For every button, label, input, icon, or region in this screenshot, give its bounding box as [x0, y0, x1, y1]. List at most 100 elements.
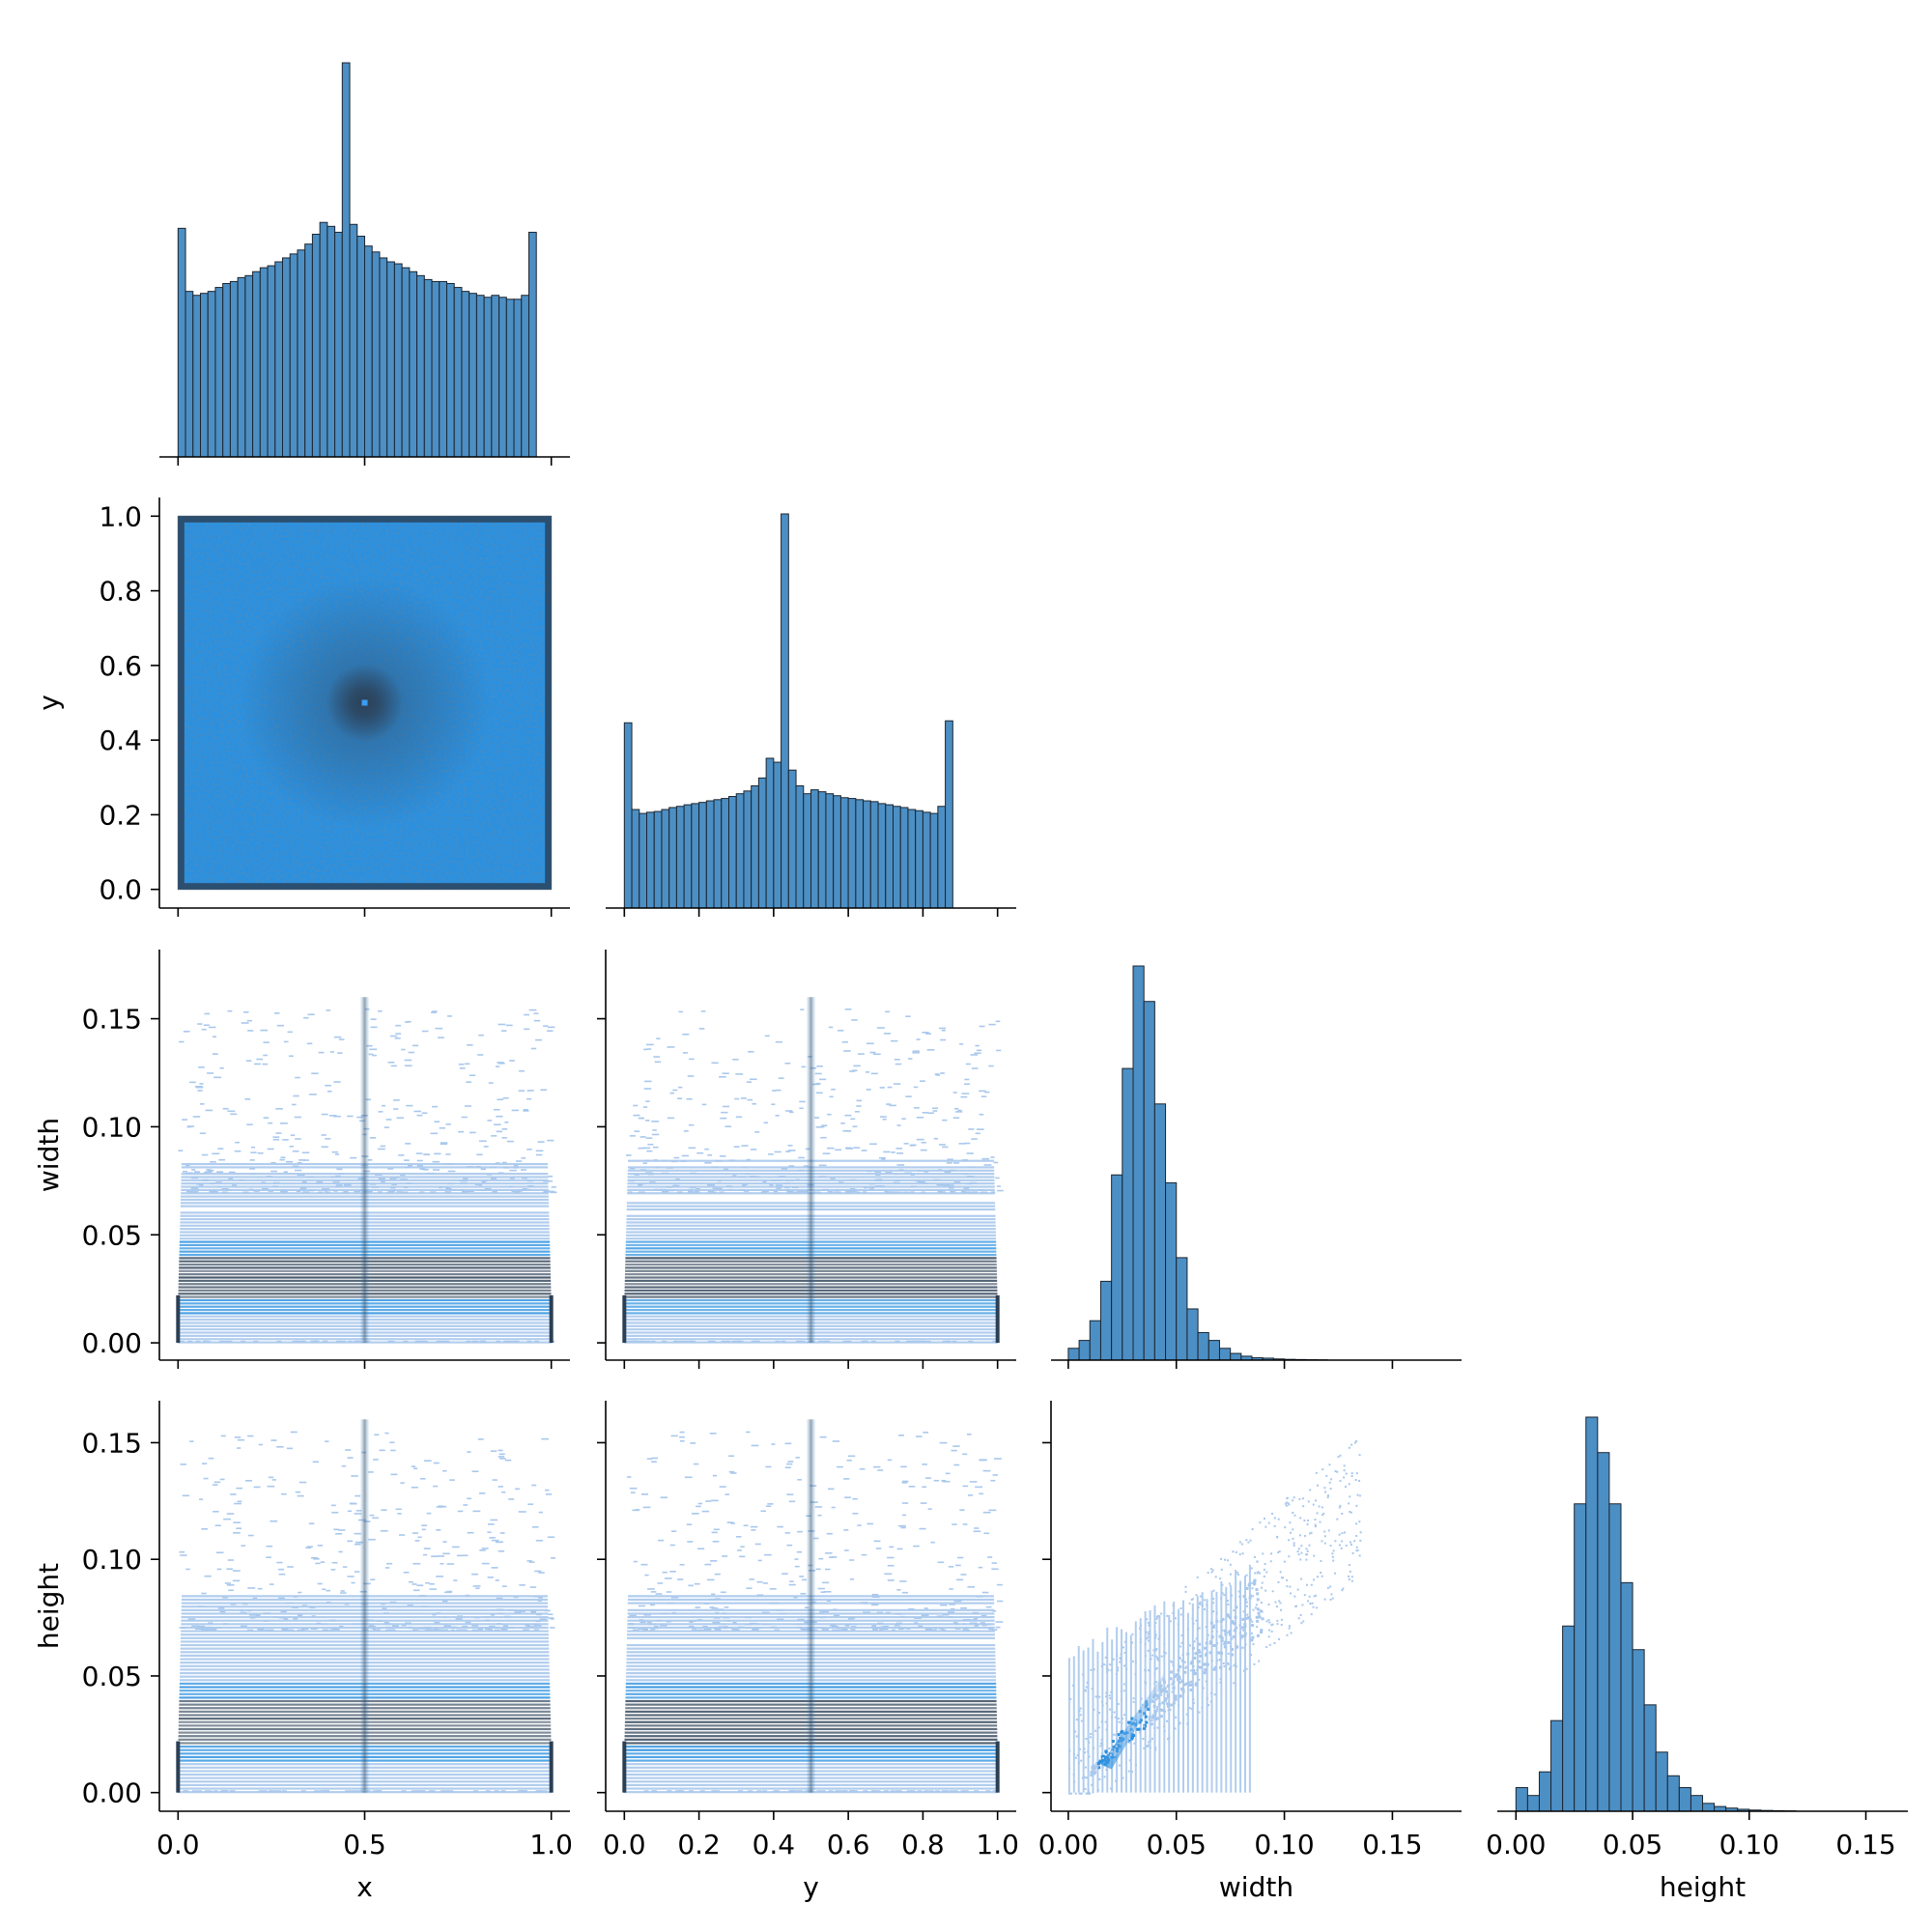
histogram-bar [1078, 1340, 1091, 1361]
heatmap-cell [741, 1184, 747, 1186]
heatmap-cell [1279, 1571, 1282, 1574]
heatmap-cell [1243, 1646, 1246, 1649]
heatmap-cell [436, 1506, 443, 1508]
histogram-bar [1208, 1340, 1220, 1361]
heatmap-cell [771, 1103, 776, 1106]
heatmap-cell [724, 1125, 731, 1128]
heatmap-cell [240, 1625, 247, 1628]
heatmap-cell [335, 1184, 343, 1186]
heatmap-cell [440, 1562, 444, 1565]
heatmap-cell [1354, 1479, 1357, 1482]
heatmap-cell [849, 1559, 855, 1561]
heatmap-cell [837, 1465, 843, 1468]
heatmap-cell [895, 1624, 900, 1627]
heatmap-cell [1080, 1719, 1083, 1722]
heatmap-cell [1115, 1779, 1118, 1782]
heatmap-cell [650, 1591, 657, 1593]
heatmap-cell [1208, 1704, 1210, 1707]
heatmap-cell [298, 1481, 307, 1484]
x-tick-label: 0.4 [753, 1829, 796, 1861]
heatmap-cell [280, 1190, 288, 1193]
heatmap-cell [800, 1009, 805, 1010]
heatmap-cell [1224, 1633, 1227, 1635]
heatmap-cell [178, 1150, 184, 1151]
heatmap-cell [382, 1607, 387, 1609]
heatmap-cell [667, 1790, 672, 1792]
heatmap-strip [1163, 1601, 1166, 1793]
heatmap-cell [272, 1616, 279, 1618]
heatmap-cell [633, 1114, 640, 1117]
heatmap-cell [669, 1092, 674, 1094]
heatmap-cell [1292, 1528, 1294, 1531]
heatmap-cell [1232, 1550, 1235, 1553]
heatmap-cell [940, 1604, 948, 1606]
heatmap-cell [245, 1060, 252, 1062]
heatmap-cell [400, 1179, 408, 1180]
heatmap-cell [1103, 1755, 1107, 1759]
heatmap-cell [1132, 1734, 1136, 1738]
heatmap-cell [844, 1114, 852, 1117]
heatmap-cell [1127, 1739, 1131, 1743]
heatmap-cell [457, 1510, 464, 1513]
heatmap-cell [1194, 1652, 1198, 1656]
heatmap-cell [688, 1790, 694, 1792]
heatmap-cell [208, 1026, 216, 1029]
heatmap-cell [1196, 1628, 1199, 1631]
heatmap-cell [934, 1790, 940, 1792]
heatmap-cell [1304, 1534, 1307, 1537]
heatmap-cell [1309, 1489, 1312, 1492]
heatmap-cell [1134, 1673, 1137, 1676]
heatmap-cell [797, 1618, 805, 1621]
heatmap-cell [1205, 1668, 1208, 1671]
heatmap-cell [197, 1627, 205, 1629]
heatmap-cell [845, 1190, 853, 1193]
heatmap-cell [187, 1191, 193, 1193]
heatmap-cell [310, 1628, 318, 1630]
heatmap-cell [1139, 1719, 1143, 1722]
heatmap-cell [234, 1436, 242, 1438]
heatmap-strip [1101, 1641, 1104, 1793]
heatmap-cell [179, 1550, 185, 1553]
heatmap-cell [185, 1190, 193, 1192]
heatmap-cell [432, 1613, 437, 1616]
heatmap-cell [191, 1625, 200, 1628]
heatmap-cell [1314, 1519, 1317, 1521]
heatmap-cell [393, 1108, 399, 1110]
heatmap-cell [1341, 1532, 1344, 1535]
heatmap-cell [206, 1626, 213, 1629]
heatmap-cell [391, 1625, 399, 1628]
heatmap-cell [1115, 1739, 1118, 1742]
heatmap-cell [1358, 1479, 1361, 1482]
heatmap-cell [268, 1790, 273, 1792]
heatmap-cell [1313, 1554, 1316, 1557]
heatmap-cell [440, 1143, 448, 1146]
heatmap-cell [1190, 1708, 1193, 1711]
heatmap-cell [354, 1513, 362, 1515]
heatmap-cell [1106, 1752, 1109, 1755]
heatmap-cell [775, 1089, 781, 1092]
heatmap-cell [1068, 1767, 1071, 1770]
heatmap-cell [1337, 1456, 1340, 1459]
heatmap-cell [1091, 1765, 1094, 1768]
heatmap-cell [730, 1472, 737, 1474]
heatmap-cell [635, 1509, 640, 1511]
heatmap-cell [753, 1340, 759, 1343]
heatmap-cell [246, 1123, 253, 1125]
x-tick-label: 0.00 [1486, 1829, 1546, 1861]
heatmap-cell [662, 1340, 668, 1343]
heatmap-cell [851, 1019, 858, 1021]
heatmap-cell [1105, 1695, 1108, 1698]
heatmap-cell [762, 1623, 771, 1626]
heatmap-cell [639, 1619, 644, 1621]
heatmap-cell [378, 1009, 383, 1012]
heatmap-cell [798, 1156, 805, 1159]
heatmap-cell [530, 1611, 537, 1614]
heatmap-cell [761, 1611, 770, 1614]
heatmap-cell [947, 1184, 954, 1187]
heatmap-cell [1261, 1581, 1264, 1584]
heatmap-cell [384, 1626, 391, 1629]
heatmap-cell [1348, 1483, 1350, 1486]
heatmap-cell [326, 1589, 331, 1592]
heatmap-cell [247, 1435, 254, 1437]
heatmap-cell [501, 1585, 507, 1587]
